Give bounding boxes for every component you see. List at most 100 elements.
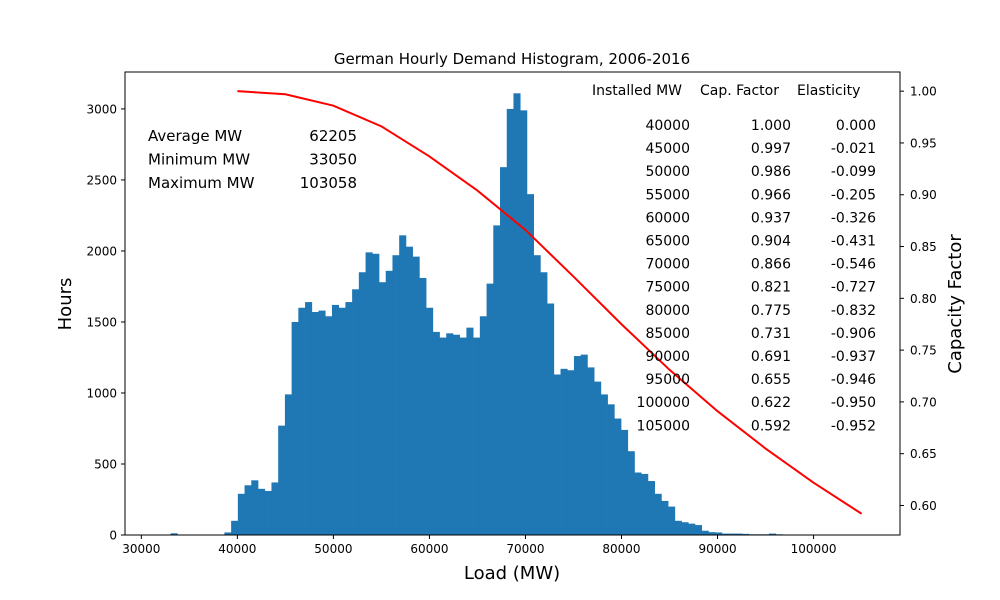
histogram-bar [547, 303, 555, 535]
stats-annotation: Average MW 62205 Minimum MW 33050 Maximum MW… [148, 127, 357, 192]
histogram-bar [768, 533, 776, 535]
stat-label: Maximum MW [148, 174, 255, 192]
histogram-bar [466, 327, 474, 535]
histogram-bar [278, 425, 286, 535]
histogram-bar [742, 533, 750, 535]
y-tick-label: 500 [94, 457, 117, 471]
table-cell: -0.546 [831, 257, 876, 273]
table-cell: 80000 [645, 303, 690, 319]
x-tick-label: 30000 [122, 542, 160, 556]
histogram-bar [318, 310, 326, 535]
histogram-bar [647, 481, 655, 535]
table-cell: -0.205 [831, 187, 876, 203]
histogram-bar [358, 272, 366, 535]
table-cell: -0.021 [831, 141, 876, 157]
capacity-factor-line [237, 90, 863, 515]
histogram-bar [412, 256, 420, 535]
y2-tick-label: 0.95 [910, 136, 937, 150]
histogram-bar [426, 307, 434, 535]
histogram-bar [513, 93, 521, 536]
histogram-bar [614, 418, 622, 535]
y2-axis-label: Capacity Factor [945, 234, 966, 374]
histogram-bar [580, 354, 588, 535]
histogram-bar [674, 520, 682, 535]
histogram-bar [224, 532, 232, 535]
y2-tick-label: 1.00 [910, 85, 937, 99]
histogram-bar [446, 333, 454, 535]
histogram-bar [520, 110, 528, 535]
y-tick-label: 1500 [86, 315, 117, 329]
x-tick-label: 50000 [314, 542, 352, 556]
table-cell: 70000 [645, 257, 690, 273]
x-axis: 30000 40000 50000 60000 70000 80000 90000 10000… [122, 535, 836, 556]
y-axis-left: 0 500 1000 1500 2000 2500 3000 [86, 102, 125, 543]
histogram-bar [728, 533, 736, 535]
table-cell: -0.727 [831, 280, 876, 296]
table-cell: 100000 [637, 395, 690, 411]
histogram-bar [452, 334, 461, 535]
y-tick-label: 3000 [86, 102, 117, 116]
histogram-bar [621, 429, 629, 535]
histogram-bar [271, 482, 279, 535]
table-header: Installed MW [592, 83, 682, 99]
histogram-bar [264, 490, 272, 535]
histogram-bar [533, 255, 541, 535]
table-cell: 105000 [637, 418, 690, 434]
y-tick-label: 1000 [86, 386, 117, 400]
histogram-bar [567, 370, 575, 535]
histogram-bar [352, 289, 360, 535]
table-cell: 75000 [645, 280, 690, 296]
histogram-bar [654, 493, 662, 535]
y-tick-label: 0 [109, 529, 117, 543]
y2-tick-label: 0.60 [910, 499, 937, 513]
table-cell: -0.952 [831, 418, 876, 434]
histogram-bar [634, 472, 642, 535]
table-cell: 45000 [645, 141, 690, 157]
stat-label: Average MW [148, 127, 242, 145]
histogram-bar [715, 532, 723, 535]
table-cell: -0.946 [831, 372, 876, 388]
histogram-bar [587, 367, 595, 535]
histogram-bar [607, 404, 615, 535]
histogram-bar [573, 356, 582, 535]
table-cell: 1.000 [751, 118, 791, 134]
histogram-bar [385, 270, 393, 535]
y2-tick-label: 0.65 [910, 447, 937, 461]
histogram-bar [735, 533, 743, 535]
histogram-bar [419, 277, 427, 535]
histogram-bar [641, 473, 649, 535]
table-cell: 0.691 [751, 349, 791, 365]
table-cell: 0.966 [751, 187, 791, 203]
histogram-bar [251, 480, 259, 535]
y2-tick-label: 0.85 [910, 240, 937, 254]
histogram-bar [681, 522, 689, 535]
table-cell: 85000 [645, 326, 690, 342]
histogram-bar [701, 530, 709, 535]
y2-tick-label: 0.75 [910, 344, 937, 358]
table-cell: 0.866 [751, 257, 791, 273]
histogram-bar [379, 282, 387, 535]
histogram-bar [231, 520, 239, 535]
y-axis-label: Hours [55, 278, 76, 331]
capacity-table: Installed MW Cap. Factor Elasticity 40000 1.… [592, 83, 876, 434]
histogram-bar [553, 374, 561, 535]
histogram-bar [244, 485, 252, 535]
table-header: Cap. Factor [700, 83, 779, 99]
x-tick-label: 90000 [698, 542, 736, 556]
stat-label: Minimum MW [148, 151, 250, 169]
stat-value: 62205 [309, 127, 357, 145]
histogram-bar [721, 533, 729, 535]
histogram-bar [500, 167, 508, 535]
histogram-bar [506, 108, 514, 536]
table-cell: 0.997 [751, 141, 791, 157]
table-cell: -0.431 [831, 234, 876, 250]
histogram-bar [291, 321, 299, 535]
histogram-bar [540, 272, 548, 535]
histogram-bar [311, 312, 319, 535]
histogram-bars [170, 93, 803, 536]
y-tick-label: 2000 [86, 244, 117, 258]
histogram-bar [392, 255, 400, 535]
x-tick-label: 100000 [791, 542, 837, 556]
histogram-bar [258, 488, 266, 535]
